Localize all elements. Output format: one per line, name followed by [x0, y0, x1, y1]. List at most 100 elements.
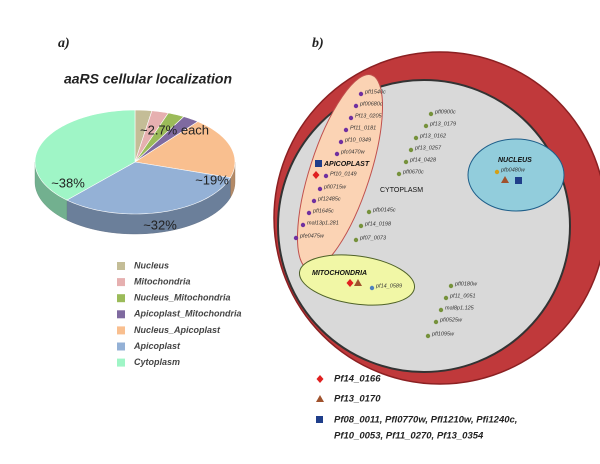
panel-label: a)	[58, 36, 70, 51]
gene-dot	[366, 209, 372, 215]
slice-label: ~19%	[195, 172, 229, 187]
gene-dot	[334, 151, 340, 157]
gene-dot	[423, 123, 429, 129]
legend-swatch	[117, 358, 125, 367]
gene-dot	[317, 186, 323, 192]
legend-swatch	[117, 326, 125, 335]
slice-label: ~38%	[51, 175, 85, 190]
gene-dot	[293, 235, 299, 241]
gene-label: mal8p1.125	[445, 305, 475, 311]
gene-label: pf14_0428	[409, 157, 437, 163]
square-marker	[316, 416, 323, 423]
gene-dot	[413, 135, 419, 141]
compartment-label: NUCLEUS	[498, 157, 532, 164]
gene-label: pf11_0051	[449, 293, 476, 299]
gene-label: Pf13_0205	[355, 113, 383, 119]
gene-label: pfl1095w	[431, 331, 455, 337]
compartment-label: APICOPLAST	[323, 161, 370, 168]
gene-label: mal13p1.281	[307, 220, 339, 226]
pie-slice	[134, 110, 169, 163]
gene-label: pfl0180w	[454, 281, 478, 287]
legend-label: Nucleus	[134, 260, 169, 270]
gene-label: pf14_0198	[364, 221, 392, 227]
pie-slice	[134, 112, 185, 163]
gene-dot	[425, 333, 431, 339]
gene-dot	[369, 285, 375, 291]
gene-label: pf07_0073	[359, 235, 387, 241]
panel-label: b)	[312, 36, 324, 51]
gene-label: pf13_0162	[419, 133, 446, 139]
gene-label: pfi0715w	[323, 184, 347, 190]
legend-label: Nucleus_Apicoplast	[134, 325, 221, 335]
gene-label: pf13_0257	[414, 145, 442, 151]
pie-slice	[66, 161, 231, 215]
legend-label: Pf13_0170	[334, 394, 381, 405]
legend-label: Apicoplast	[133, 341, 181, 351]
nucleus	[467, 138, 565, 212]
triangle-marker	[354, 279, 362, 286]
gene-dot	[443, 295, 449, 301]
legend-label: Pf14_0166	[334, 374, 381, 385]
legend-swatch	[117, 342, 125, 351]
legend-label: Pf08_0011, Pfl0770w, Pfl1210w, Pfi1240c,	[334, 415, 517, 426]
pie-slice	[34, 109, 136, 201]
legend-label: Mitochondria	[134, 276, 191, 286]
gene-label: pfl1645c	[312, 208, 334, 214]
gene-dot	[448, 283, 454, 289]
gene-dot	[358, 223, 364, 229]
triangle-marker	[501, 176, 509, 183]
gene-label: pfb0145c	[372, 207, 396, 213]
gene-label: pfl1540c	[364, 89, 386, 95]
gene-dot	[300, 222, 306, 228]
square-marker	[315, 160, 322, 167]
compartment-label: MITOCHONDRIA	[312, 270, 367, 277]
triangle-marker	[316, 395, 324, 402]
diamond-marker	[346, 279, 354, 287]
pie	[34, 109, 236, 235]
gene-label: pf00680c	[359, 101, 383, 107]
legend-label: Nucleus_Mitochondria	[134, 293, 231, 303]
legend: Nucleus Mitochondria Nucleus_Mitochondria A…	[117, 260, 242, 367]
pie-slice	[134, 116, 199, 163]
gene-label: pf10_0349	[344, 137, 371, 143]
gene-label: pf13_0179	[429, 121, 456, 127]
gene-dot	[428, 111, 434, 117]
gene-label: Pf10_0149	[330, 171, 357, 177]
gene-dot	[353, 237, 359, 243]
gene-label: pfl0670c	[402, 169, 424, 175]
gene-dot	[403, 159, 409, 165]
genes: pfl1540c pf00680c Pf13_0205 Pf11_0181 pf10_0…	[293, 89, 526, 339]
gene-label: pfb0480w	[500, 167, 526, 173]
gene-label: pfl0900c	[434, 109, 456, 115]
legend-swatch	[117, 262, 125, 270]
gene-label: pf14_0589	[375, 283, 402, 289]
gene-dot	[396, 171, 402, 177]
gene-dot	[348, 115, 354, 121]
legend-swatch	[117, 278, 125, 287]
gene-dot	[433, 319, 439, 325]
legend-label: Apicoplast_Mitochondria	[133, 309, 242, 319]
gene-dot	[358, 91, 364, 97]
gene-label: pf12485c	[317, 196, 341, 202]
pie-slice	[134, 121, 236, 178]
square-marker	[515, 177, 522, 184]
gene-dot	[323, 173, 329, 179]
chart-title: aaRS cellular localization	[64, 71, 232, 87]
legend-label: Cytoplasm	[134, 357, 180, 367]
diamond-marker	[316, 375, 324, 383]
mitochondria	[298, 254, 416, 306]
gene-label: pfc0470w	[340, 149, 366, 155]
gene-label: Pf11_0181	[350, 125, 376, 131]
gene-dot	[353, 103, 359, 109]
gene-label: pfi0525w	[439, 317, 463, 323]
legend-swatch	[117, 310, 125, 319]
gene-dot	[438, 307, 444, 313]
gene-dot	[311, 198, 317, 204]
gene-label: pfe0475w	[299, 233, 325, 239]
gene-dot	[338, 139, 344, 145]
gene-dot	[408, 147, 414, 153]
compartment-label: CYTOPLASM	[380, 187, 423, 194]
diamond-marker	[312, 171, 320, 179]
legend-label: Pf10_0053, Pf11_0270, Pf13_0354	[334, 431, 484, 442]
